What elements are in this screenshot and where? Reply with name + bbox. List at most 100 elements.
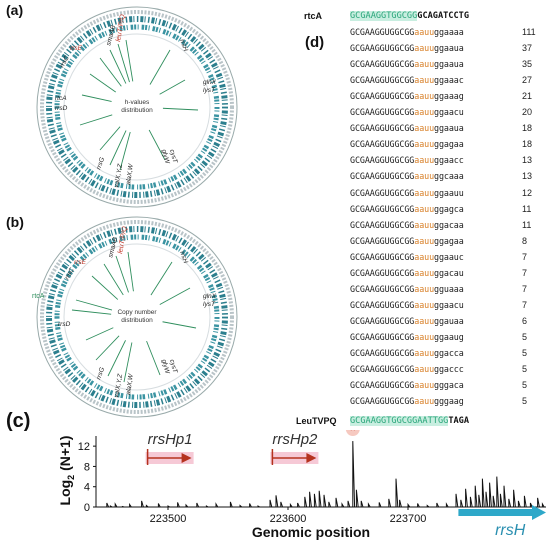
panel-label-c: (c) (6, 410, 31, 432)
seq-added: aauu (414, 171, 435, 182)
x-axis-label: Genomic position (252, 524, 370, 540)
gene-label-rrsH: rrsH (178, 250, 189, 264)
sequence-row: GCGAAGGUGGCGGaauuggaauc (350, 252, 464, 262)
gene-rrsH-arrowhead (532, 505, 546, 520)
seq-conserved: GCGAAGGUGGCGG (350, 187, 415, 198)
rtcA-seq-highlight: GCGAAGGTGGCGG (350, 11, 418, 21)
gene-label-cysT: cysT (168, 149, 179, 165)
star-highlight (345, 430, 360, 436)
seq-added: aauu (414, 364, 435, 375)
seq-tail: ggagaa (434, 139, 464, 150)
read-count: 7 (522, 251, 528, 262)
panel-label-a: (a) (6, 2, 24, 18)
sequence-row: GCGAAGGUGGCGGaauuggaacu (350, 300, 464, 310)
rtcA-label: rtcA (304, 11, 323, 21)
read-count: 20 (522, 107, 533, 118)
seq-conserved: GCGAAGGUGGCGG (350, 203, 415, 214)
sequence-row: GCGAAGGUGGCGGaauuggaaua (350, 43, 464, 53)
read-count: 7 (522, 267, 528, 278)
seq-tail: ggaccc (434, 364, 464, 375)
gene-rrsH-label: rrsH (495, 522, 526, 539)
read-count: 18 (522, 139, 533, 150)
seq-conserved: GCGAAGGUGGCGG (350, 107, 415, 118)
read-count: 111 (522, 27, 536, 37)
seq-conserved: GCGAAGGUGGCGG (350, 27, 415, 37)
seq-tail: ggacca (434, 348, 464, 358)
sequence-row: GCGAAGGUGGCGGaauugggaag (350, 396, 464, 406)
seq-tail: gguaaa (434, 283, 464, 294)
read-count: 5 (522, 380, 528, 391)
sequence-row: GCGAAGGUGGCGGaauuggagca (350, 204, 464, 214)
seq-tail: ggaacu (434, 299, 464, 310)
seq-conserved: GCGAAGGUGGCGG (350, 139, 415, 150)
svg-text:distribution: distribution (121, 317, 153, 324)
center-disc (111, 81, 163, 133)
seq-tail: ggagca (434, 203, 464, 214)
seq-conserved: GCGAAGGUGGCGG (350, 171, 415, 182)
seq-tail: ggauaa (434, 315, 464, 326)
seq-added: aauu (414, 396, 435, 407)
seq-added: aauu (414, 235, 435, 246)
seq-conserved: GCGAAGGUGGCGG (350, 364, 415, 375)
sequence-row: GCGAAGGUGGCGGaauuggaaua (350, 123, 464, 133)
panel-label-b: (b) (6, 214, 24, 230)
promoter-rrsHp2-label: rrsHp2 (272, 431, 318, 448)
gene-label-alaXW: alaX,W (125, 163, 135, 186)
seq-added: aauu (414, 251, 435, 262)
seq-tail: ggaaaa (434, 27, 464, 37)
seq-added: aauu (414, 75, 435, 86)
seq-added: aauu (414, 139, 435, 150)
seq-added: aauu (414, 267, 435, 278)
seq-conserved: GCGAAGGUGGCGG (350, 267, 415, 278)
sequence-row: GCGAAGGUGGCGGaauuggacaa (350, 220, 464, 230)
read-count: 6 (522, 315, 528, 326)
gene-label-cysT: cysT (168, 359, 179, 375)
gene-label-rtcA: rtcA (55, 95, 67, 102)
gene-label-rrsG: rrsG (95, 366, 106, 380)
genome-rings (36, 216, 238, 418)
circular-genome-plot-a: h-values distribution leuT/P/Q smaAB rrs… (36, 6, 238, 208)
coverage-line (106, 441, 545, 508)
gene-label-rrsD: rrsD (58, 321, 71, 328)
seq-conserved: GCGAAGGUGGCGG (350, 251, 415, 262)
seq-tail: gggaag (434, 396, 464, 407)
seq-added: aauu (414, 315, 435, 326)
sequence-row: GCGAAGGUGGCGGaauuggaaag (350, 91, 464, 101)
seq-tail: gggaca (434, 380, 464, 391)
x-tick-label: 223500 (150, 513, 187, 525)
seq-conserved: GCGAAGGUGGCGG (350, 75, 415, 86)
seq-tail: ggcaaa (434, 171, 464, 182)
read-count: 13 (522, 155, 533, 166)
seq-tail: ggaauc (434, 251, 464, 262)
seq-added: aauu (414, 203, 435, 214)
read-count: 18 (522, 123, 533, 134)
panel-label-d: (d) (305, 34, 325, 51)
seq-conserved: GCGAAGGUGGCGG (350, 91, 415, 102)
sequence-row: GCGAAGGUGGCGGaauuggaaaa (350, 27, 464, 37)
sequence-row: GCGAAGGUGGCGGaauuggaauu (350, 188, 464, 198)
read-count: 11 (522, 219, 532, 230)
seq-conserved: GCGAAGGUGGCGG (350, 315, 415, 326)
gene-label-glyW: glyW (160, 149, 171, 166)
seq-added: aauu (414, 155, 435, 166)
sequence-row: GCGAAGGUGGCGGaauuggaccc (350, 364, 464, 374)
read-count: 12 (522, 187, 533, 198)
promoter-rrsHp2-arrowhead (306, 453, 317, 463)
seq-added: aauu (414, 59, 435, 70)
y-axis-label: Log2 (N+1) (57, 436, 76, 506)
seq-added: aauu (414, 299, 435, 310)
seq-conserved: GCGAAGGUGGCGG (350, 331, 415, 342)
y-tick-label: 4 (84, 482, 90, 494)
gene-label-valXYZ: valX,Y,Z (113, 163, 124, 189)
seq-conserved: GCGAAGGUGGCGG (350, 155, 415, 166)
seq-added: aauu (414, 107, 435, 118)
gene-rrsH-bar (458, 509, 536, 516)
seq-added: aauu (414, 187, 435, 198)
read-count: 35 (522, 59, 533, 70)
gene-label-alaXW: alaX,W (125, 373, 135, 396)
sequence-row: GCGAAGGUGGCGGaauuggaaua (350, 59, 464, 69)
leu-sequence: GCGAAGGTGGCGGAATTGGTAGA (350, 416, 469, 426)
seq-added: aauu (414, 43, 435, 54)
read-count: 5 (522, 348, 528, 358)
sequence-row: GCGAAGGUGGCGGaauuggagaa (350, 139, 464, 149)
